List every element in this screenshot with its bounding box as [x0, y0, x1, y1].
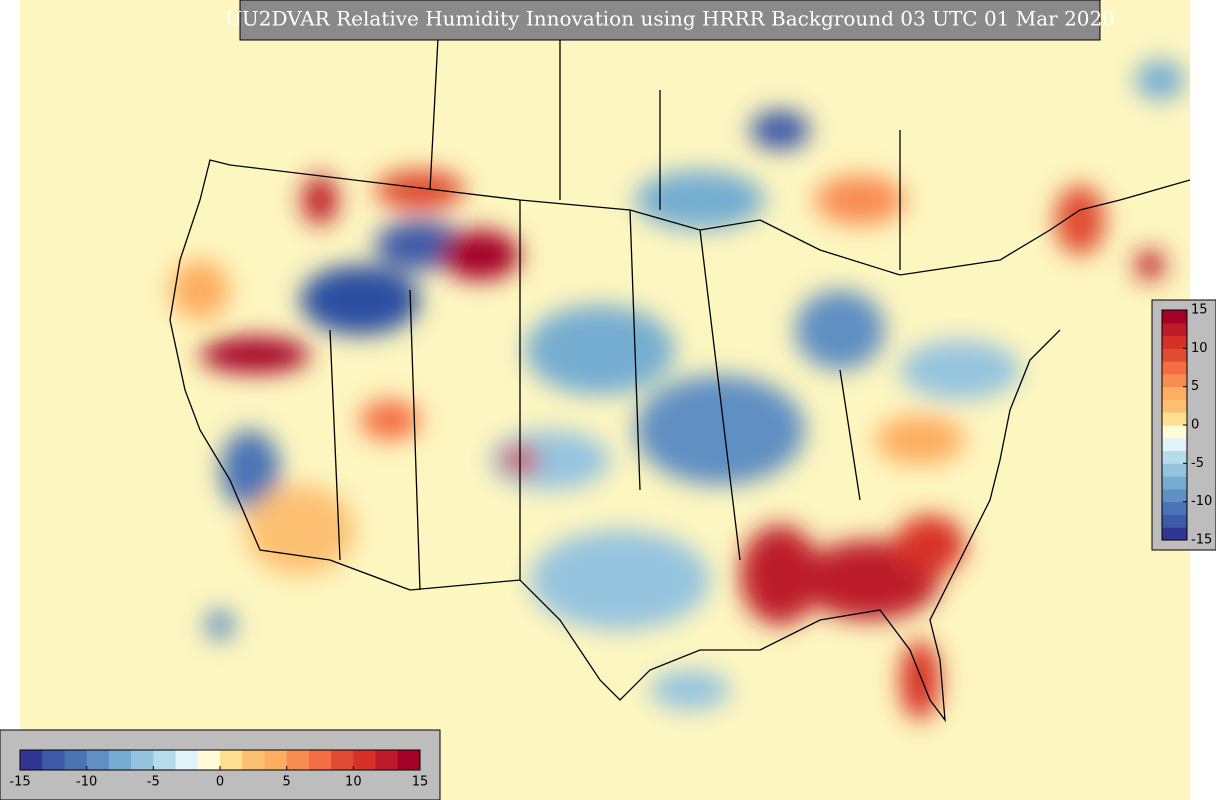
- tick-label: -10: [76, 775, 97, 790]
- color-cell: [242, 750, 265, 770]
- color-cell: [353, 750, 377, 770]
- tick-label: 5: [1191, 379, 1199, 394]
- tick-label: 15: [1191, 303, 1208, 318]
- color-cell: [1162, 501, 1187, 515]
- color-cell: [86, 750, 110, 770]
- color-cell: [131, 750, 154, 770]
- color-cell: [375, 750, 399, 770]
- color-cell: [1162, 335, 1187, 349]
- colorbars: -15 -10 -5 0 5 10 15 15 10 5 0 -5 -10 -15: [9, 303, 1212, 790]
- map-background: [20, 0, 1190, 800]
- color-cell: [1162, 373, 1187, 388]
- tick-label: 0: [216, 775, 224, 790]
- tick-label: -5: [1191, 456, 1204, 471]
- color-cell: [1162, 361, 1187, 375]
- color-cell: [1162, 425, 1187, 439]
- color-cell: [1162, 322, 1187, 337]
- color-cell: [1162, 386, 1187, 400]
- color-cell: [1162, 488, 1187, 503]
- tick-label: 10: [1191, 341, 1208, 356]
- color-cell: [1162, 476, 1187, 490]
- innovation-field: [170, 60, 1185, 720]
- color-cell: [153, 750, 177, 770]
- tick-label: 10: [345, 775, 362, 790]
- color-cell: [1162, 310, 1187, 324]
- color-cell: [1162, 348, 1187, 362]
- tick-label: 0: [1191, 418, 1199, 433]
- color-cell: [308, 750, 332, 770]
- color-cell: [1162, 437, 1187, 452]
- color-cell: [264, 750, 288, 770]
- color-cell: [108, 750, 132, 770]
- color-cell: [175, 750, 199, 770]
- tick-label: 5: [283, 775, 291, 790]
- tick-label: -15: [9, 775, 30, 790]
- color-cell: [286, 750, 310, 770]
- color-cell: [1162, 514, 1187, 528]
- color-cell: [220, 750, 243, 770]
- color-cell: [331, 750, 354, 770]
- color-cell: [64, 750, 88, 770]
- color-cell: [1162, 450, 1187, 464]
- tick-label: -15: [1191, 533, 1212, 548]
- color-cell: [397, 750, 421, 770]
- map-title: UU2DVAR Relative Humidity Innovation usi…: [225, 7, 1115, 31]
- color-cell: [20, 750, 43, 770]
- color-cell: [1162, 463, 1187, 477]
- title-box: UU2DVAR Relative Humidity Innovation usi…: [225, 0, 1115, 41]
- tick-label: -10: [1191, 494, 1212, 509]
- boundaries: [169, 0, 1190, 723]
- color-cell: [1162, 399, 1187, 413]
- tick-label: 15: [412, 775, 429, 790]
- color-cell: [42, 750, 65, 770]
- color-cell: [1162, 412, 1187, 426]
- color-cell: [197, 750, 221, 770]
- tick-label: -5: [147, 775, 160, 790]
- color-cell: [1162, 527, 1187, 541]
